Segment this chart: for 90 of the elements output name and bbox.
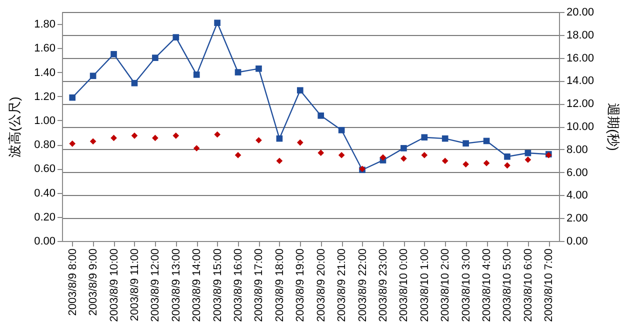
point [234, 69, 242, 76]
x-tick-label: 2003/8/10 4:00 [481, 248, 494, 322]
point [462, 140, 469, 147]
x-tick-label: 2003/8/10 3:00 [460, 248, 472, 322]
y-tick-label: 0.80 [34, 139, 56, 152]
x-tick-label: 2003/8/9 8:00 [66, 248, 79, 316]
y2-tick-label: 8.00 [566, 144, 588, 156]
point [276, 158, 283, 164]
x-tick-label: 2003/8/10 0:00 [398, 248, 410, 322]
x-tick-label: 2003/8/10 7:00 [543, 248, 556, 322]
y2-tick-label: 14.00 [566, 75, 594, 88]
y-tick-label: 0.40 [34, 187, 56, 200]
x-tick-label: 2003/8/9 12:00 [150, 248, 162, 322]
x-tick-label: 2003/8/9 9:00 [88, 248, 100, 316]
x-tick-label: 2003/8/9 16:00 [232, 248, 245, 322]
point [90, 72, 96, 80]
x-tick-label: 2003/8/9 23:00 [377, 248, 390, 322]
point [483, 160, 490, 166]
point [338, 126, 345, 134]
point [380, 154, 386, 161]
point [152, 134, 158, 142]
point [193, 72, 200, 78]
y2-tick-label: 20.00 [566, 6, 594, 18]
point [172, 34, 180, 40]
y2-tick-label: 4.00 [566, 190, 588, 202]
point [90, 138, 96, 145]
y-tick-label: 1.40 [34, 66, 56, 79]
point [400, 145, 407, 152]
point [524, 156, 532, 163]
point [214, 20, 220, 26]
x-tick-label: 2003/8/9 20:00 [315, 248, 328, 322]
y-tick-label: 0.20 [34, 211, 56, 224]
point [400, 155, 407, 162]
y-tick-label: 0.00 [34, 236, 56, 248]
x-tick-label: 2003/8/9 22:00 [356, 248, 369, 322]
y-tick-label: 1.60 [34, 42, 56, 55]
x-tick-label: 2003/8/9 18:00 [274, 248, 286, 322]
y-tick-label: 1.80 [34, 18, 56, 31]
x-tick-label: 2003/8/9 21:00 [336, 248, 348, 322]
point [131, 80, 138, 86]
y2-tick-label: 6.00 [566, 166, 588, 179]
y2-tick-label: 2.00 [566, 212, 588, 225]
point [152, 54, 158, 61]
x-tick-label: 2003/8/10 1:00 [418, 248, 431, 322]
point [338, 152, 345, 158]
x-tick-label: 2003/8/9 10:00 [108, 248, 120, 322]
y2-tick-label: 18.00 [566, 29, 594, 42]
point [69, 94, 76, 101]
y-axis-title: 波高(公尺) [7, 96, 22, 158]
point [110, 51, 117, 58]
x-tick-label: 2003/8/9 11:00 [128, 248, 141, 322]
x-tick-label: 2003/8/9 17:00 [253, 248, 266, 322]
point [462, 161, 469, 168]
x-tick-label: 2003/8/10 2:00 [440, 248, 452, 322]
point [318, 150, 324, 156]
x-tick-label: 2003/8/9 15:00 [212, 248, 224, 322]
point [296, 139, 304, 146]
point [296, 87, 304, 94]
x-tick-label: 2003/8/10 5:00 [502, 248, 514, 322]
point [421, 134, 428, 141]
y2-tick-label: 0.00 [566, 236, 588, 248]
point [421, 152, 428, 158]
y2-axis-title: 週期(秒) [606, 103, 622, 151]
point [318, 112, 324, 119]
y2-tick-label: 10.00 [566, 121, 594, 133]
x-tick-label: 2003/8/9 14:00 [191, 248, 204, 322]
point [504, 153, 510, 160]
point [276, 135, 283, 142]
y2-tick-label: 12.00 [566, 98, 594, 110]
point [172, 132, 180, 139]
point [214, 131, 220, 138]
point [442, 135, 448, 142]
point [483, 138, 490, 144]
y-tick-label: 1.20 [34, 90, 56, 103]
point [256, 137, 262, 144]
y-tick-label: 0.60 [34, 163, 56, 176]
point [234, 152, 242, 158]
x-tick-label: 2003/8/9 19:00 [294, 248, 307, 322]
point [69, 140, 76, 147]
point [110, 134, 117, 142]
point [193, 145, 200, 152]
y2-tick-label: 16.00 [566, 52, 594, 64]
point [442, 158, 448, 164]
point [256, 65, 262, 72]
x-tick-label: 2003/8/9 13:00 [170, 248, 182, 322]
x-tick-label: 2003/8/10 6:00 [522, 248, 534, 322]
point [131, 132, 138, 139]
y-tick-label: 1.00 [34, 114, 56, 127]
point [504, 162, 510, 169]
point [524, 150, 532, 156]
